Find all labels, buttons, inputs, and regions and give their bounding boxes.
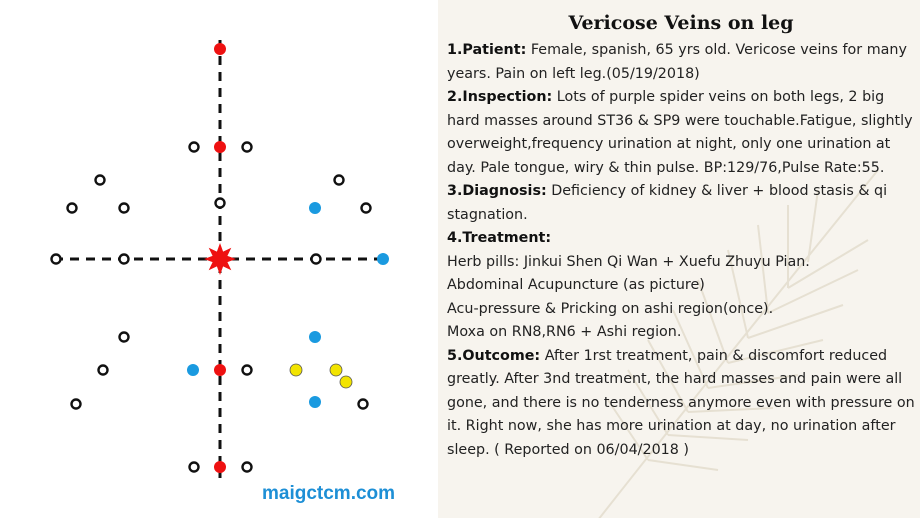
treatment-line-acupuncture: Abdominal Acupuncture (as picture) [447,277,705,293]
outcome-text: After 1rst treatment, pain & discomfort … [447,347,915,458]
outcome-heading: 5.Outcome: [447,347,541,364]
acupuncture-point-diagram [50,40,389,478]
acupoint-black-ring [310,253,322,265]
treatment-heading: 4.Treatment: [447,230,552,246]
acupoint-blue [309,331,321,343]
acupoint-black-ring [118,202,130,214]
acupoint-black-ring [333,174,345,186]
case-text-panel: Vericose Veins on leg 1.Patient: Female,… [438,0,920,518]
acupoint-yellow [289,363,303,377]
acupoint-black-ring [360,202,372,214]
acupoint-black-ring [94,174,106,186]
website-url: maigctcm.com [262,483,396,504]
inspection-section: 2.Inspection: Lots of purple spider vein… [447,86,915,180]
acupoint-blue [187,364,199,376]
acupoint-black-ring [241,461,253,473]
acupoint-blue [309,396,321,408]
navel-star-marker [204,243,236,275]
acupoint-black-ring [188,141,200,153]
acupoint-black-ring [357,398,369,410]
acupoint-yellow [329,363,343,377]
treatment-section: 4.Treatment: Herb pills: Jinkui Shen Qi … [447,227,915,345]
acupoint-black-ring [241,141,253,153]
treatment-line-acupressure: Acu-pressure & Pricking on ashi region(o… [447,300,774,317]
acupoint-black-ring [188,461,200,473]
patient-text: Female, spanish, 65 yrs old. Vericose ve… [447,42,907,82]
case-title: Vericose Veins on leg [568,12,794,34]
acupoint-black-ring [118,253,130,265]
patient-heading: 1.Patient: [447,42,527,58]
inspection-heading: 2.Inspection: [447,89,553,105]
acupoint-red [214,461,226,473]
acupoint-black-ring [70,398,82,410]
inspection-text: Lots of purple spider veins on both legs… [447,89,913,176]
acupoint-black-ring [50,253,62,265]
acupoint-black-ring [214,197,226,209]
acupoint-black-ring [66,202,78,214]
acupoint-yellow [339,375,353,389]
treatment-line-herbs: Herb pills: Jinkui Shen Qi Wan + Xuefu Z… [447,253,810,270]
acupoint-red [214,43,226,55]
acupoint-black-ring [241,364,253,376]
acupoint-black-ring [118,331,130,343]
patient-section: 1.Patient: Female, spanish, 65 yrs old. … [447,39,915,86]
feather-watermark [598,169,879,518]
acupoint-red [214,364,226,376]
acupoint-black-ring [97,364,109,376]
treatment-line-moxa: Moxa on RN8,RN6 + Ashi region. [447,324,682,340]
outcome-section: 5.Outcome: After 1rst treatment, pain & … [447,345,915,463]
acupoint-blue [309,202,321,214]
acupoint-blue [377,253,389,265]
diagnosis-section: 3.Diagnosis: Deficiency of kidney & live… [447,180,915,227]
acupoint-red [214,141,226,153]
diagnosis-heading: 3.Diagnosis: [447,183,547,199]
diagnosis-text: Deficiency of kidney & liver + blood sta… [447,183,888,223]
